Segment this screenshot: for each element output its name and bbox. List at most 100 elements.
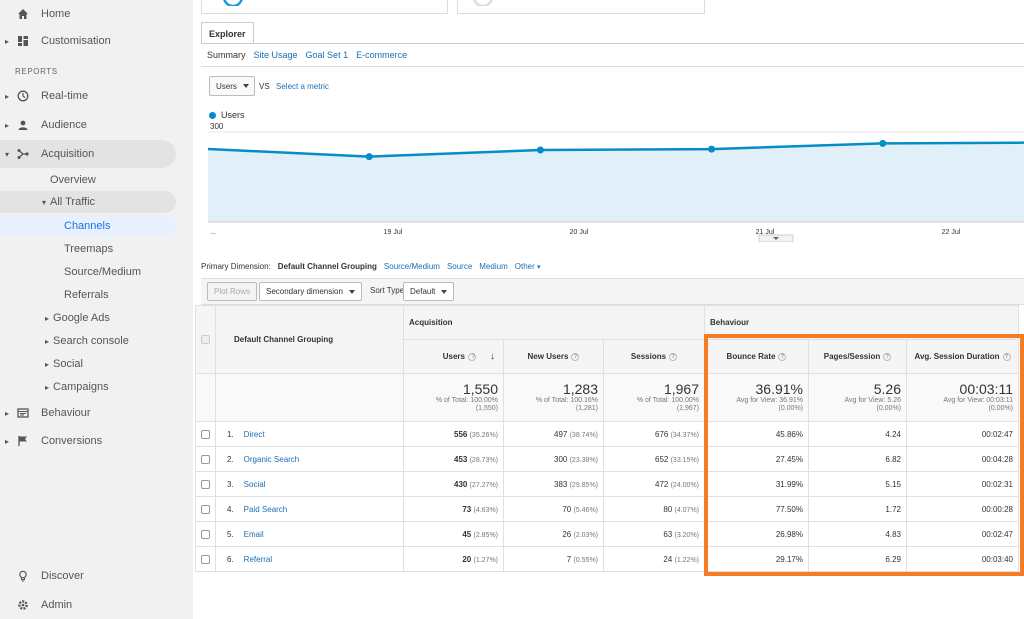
dimension-source[interactable]: Source	[446, 262, 473, 271]
row-checkbox[interactable]	[201, 479, 210, 489]
caret-right-icon: ▸	[45, 359, 50, 369]
channel-cell: 6. Referral	[215, 546, 404, 572]
help-icon[interactable]: ?	[1002, 352, 1011, 361]
col-new-users[interactable]: New Users?	[503, 339, 604, 374]
nav-discover-label: Discover	[41, 570, 84, 582]
nav-channels[interactable]: Channels	[0, 215, 176, 237]
col-avg-session-duration[interactable]: Avg. Session Duration?	[906, 339, 1019, 374]
sessions-value: 652	[655, 454, 669, 464]
legend-label: Users	[221, 110, 245, 120]
nav-social[interactable]: ▸ Social	[45, 353, 83, 375]
select-all-checkbox[interactable]	[201, 335, 210, 345]
dimension-medium[interactable]: Medium	[479, 262, 508, 271]
users-value: 20	[462, 554, 472, 564]
new-users-value: 300	[554, 454, 568, 464]
nav-google-ads-label: Google Ads	[53, 312, 110, 324]
divider	[201, 43, 1024, 44]
channel-link[interactable]: Social	[243, 479, 266, 489]
channel-link[interactable]: Referral	[243, 554, 273, 564]
subtab-summary[interactable]: Summary	[207, 50, 246, 60]
nav-search-console[interactable]: ▸ Search console	[45, 330, 129, 352]
channel-link[interactable]: Organic Search	[243, 454, 300, 464]
col-pages-session[interactable]: Pages/Session?	[808, 339, 907, 374]
bounce-rate-cell: 27.45%	[704, 446, 809, 472]
subtab-site-usage[interactable]: Site Usage	[253, 50, 298, 60]
nav-audience[interactable]: ▸ Audience	[0, 111, 193, 139]
new-users-value: 7	[566, 554, 572, 564]
nav-conversions[interactable]: ▸ Conversions	[0, 427, 193, 455]
nav-discover[interactable]: Discover	[0, 562, 193, 590]
channel-link[interactable]: Email	[243, 529, 264, 539]
nav-campaigns[interactable]: ▸ Campaigns	[45, 376, 109, 398]
nav-customisation[interactable]: ▸ Customisation	[0, 27, 193, 55]
help-icon[interactable]: ?	[571, 352, 580, 361]
nav-all-traffic[interactable]: ▾ All Traffic	[0, 191, 176, 213]
col-bounce-rate[interactable]: Bounce Rate?	[704, 339, 809, 374]
nav-home[interactable]: Home	[0, 0, 193, 28]
users-cell: 430 (27.27%)	[403, 471, 504, 497]
help-icon[interactable]: ?	[468, 352, 476, 361]
help-icon[interactable]: ?	[778, 352, 787, 361]
chart-area-fill	[208, 142, 1024, 222]
row-checkbox[interactable]	[201, 454, 210, 464]
new-users-pct: (29.85%)	[569, 481, 598, 489]
avg-duration-cell: 00:02:47	[906, 421, 1019, 447]
bounce-rate-cell: 77.50%	[704, 496, 809, 522]
nav-acquisition-label: Acquisition	[41, 148, 95, 160]
sessions-cell: 24 (1.22%)	[603, 546, 705, 572]
subtab-goal-set-1[interactable]: Goal Set 1	[305, 50, 349, 60]
col-sessions[interactable]: Sessions?	[603, 339, 705, 374]
new-users-value: 497	[554, 429, 568, 439]
new-users-pct: (38.74%)	[569, 431, 598, 439]
row-checkbox[interactable]	[201, 504, 210, 514]
select-metric-link[interactable]: Select a metric	[276, 82, 329, 91]
col-users-label: Users	[442, 352, 465, 361]
chevron-down-icon	[243, 84, 249, 88]
nav-realtime[interactable]: ▸ Real-time	[0, 82, 193, 110]
nav-treemaps[interactable]: Treemaps	[64, 243, 114, 255]
channel-link[interactable]: Direct	[243, 429, 265, 439]
dimension-other[interactable]: Other ▾	[515, 262, 541, 271]
dimension-header[interactable]: Default Channel Grouping	[215, 305, 404, 374]
row-checkbox[interactable]	[201, 429, 210, 439]
nav-acquisition[interactable]: ▾ Acquisition	[0, 140, 176, 168]
nav-google-ads[interactable]: ▸ Google Ads	[45, 307, 110, 329]
channel-cell: 1. Direct	[215, 421, 404, 447]
total-value: 00:03:11	[959, 381, 1013, 397]
nav-all-traffic-label: All Traffic	[50, 196, 96, 208]
total-sub: (0.00%)	[778, 405, 803, 412]
nav-conversions-label: Conversions	[41, 435, 103, 447]
y-tick-label: 300	[210, 122, 224, 131]
total-new-users: 1,283% of Total: 100.16% (1,281)	[503, 373, 604, 422]
dimension-source-medium[interactable]: Source/Medium	[383, 262, 440, 271]
sort-type-dropdown[interactable]: Default	[403, 282, 455, 301]
nav-social-label: Social	[53, 358, 83, 370]
nav-overview[interactable]: Overview	[50, 174, 96, 186]
data-point	[879, 139, 887, 147]
total-sub: Avg for View: 36.91%	[736, 397, 803, 404]
chart-legend: Users	[209, 110, 245, 120]
caret-right-icon: ▸	[5, 408, 10, 418]
nav-behaviour[interactable]: ▸ Behaviour	[0, 399, 193, 427]
help-icon[interactable]: ?	[883, 352, 892, 361]
secondary-dimension-dropdown[interactable]: Secondary dimension	[259, 282, 362, 301]
col-users[interactable]: Users? ↓	[403, 339, 504, 374]
nav-source-medium[interactable]: Source/Medium	[64, 266, 142, 278]
nav-admin[interactable]: Admin	[0, 591, 193, 619]
sidebar: Home ▸ Customisation REPORTS ▸ Real-time…	[0, 0, 193, 619]
nav-referrals[interactable]: Referrals	[64, 289, 109, 301]
subtab-ecommerce[interactable]: E-commerce	[356, 50, 408, 60]
total-sub: (0.00%)	[988, 405, 1013, 412]
channel-link[interactable]: Paid Search	[243, 504, 288, 514]
metric-dropdown[interactable]: Users	[209, 76, 255, 96]
help-icon[interactable]: ?	[669, 352, 678, 361]
tab-explorer[interactable]: Explorer	[201, 22, 254, 44]
plot-rows-button[interactable]: Plot Rows	[207, 282, 258, 301]
sessions-pct: (3.20%)	[674, 531, 699, 539]
row-checkbox[interactable]	[201, 529, 210, 539]
row-checkbox[interactable]	[201, 554, 210, 564]
legend-swatch	[209, 111, 216, 119]
metric-dropdown-value: Users	[216, 81, 237, 91]
x-tick-label: 20 Jul	[570, 229, 589, 236]
